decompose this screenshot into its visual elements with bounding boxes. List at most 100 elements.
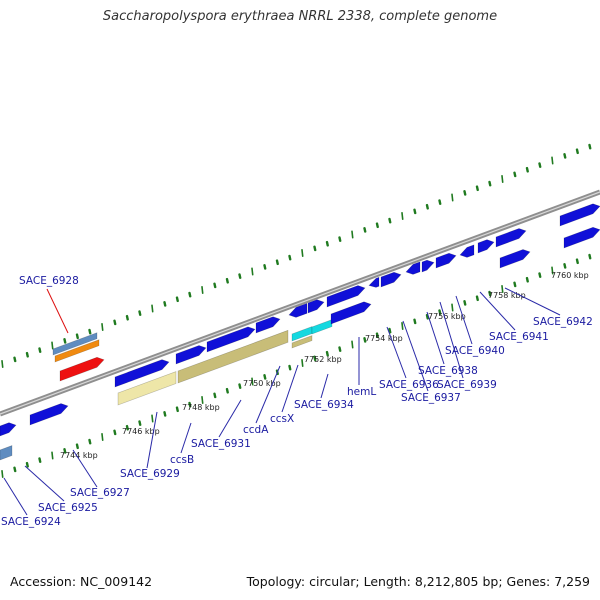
gene-leader-line bbox=[255, 365, 281, 424]
lower-ring-minor-tick bbox=[125, 424, 129, 431]
upper-ring-minor-tick bbox=[175, 296, 179, 303]
cds-feature bbox=[499, 249, 531, 269]
gene-label[interactable]: SACE_6939 bbox=[437, 379, 497, 391]
backbone-highlight bbox=[0, 191, 600, 415]
pseudo-feature bbox=[117, 371, 177, 406]
lower-ring-minor-tick bbox=[63, 448, 67, 454]
gene-label[interactable]: SACE_6938 bbox=[418, 365, 478, 377]
gene-leader-line bbox=[281, 364, 299, 413]
reverse-strand-features bbox=[0, 226, 600, 461]
lower-ring-major-tick bbox=[101, 432, 104, 442]
lower-ring-major-tick bbox=[451, 303, 454, 312]
gene-label[interactable]: ccsX bbox=[270, 413, 294, 425]
forward-strand-features bbox=[52, 203, 600, 388]
upper-ring-major-tick bbox=[351, 230, 354, 239]
upper-ring-minor-tick bbox=[513, 171, 517, 178]
cds-feature bbox=[495, 228, 527, 248]
scale-tick-label: 7758 kbp bbox=[488, 291, 526, 300]
upper-ring-minor-tick bbox=[338, 236, 342, 242]
lower-ring-minor-tick bbox=[363, 337, 367, 343]
genome-summary-text: Topology: circular; Length: 8,212,805 bp… bbox=[246, 574, 590, 589]
upper-ring-minor-tick bbox=[563, 153, 567, 159]
gene-label[interactable]: SACE_6929 bbox=[120, 468, 180, 480]
upper-ring-minor-tick bbox=[288, 254, 292, 261]
upper-ring-minor-tick bbox=[475, 185, 479, 192]
pseudo-feature bbox=[291, 335, 313, 349]
lower-ring-minor-tick bbox=[138, 420, 142, 426]
gene-label[interactable]: SACE_6936 bbox=[379, 379, 439, 391]
upper-ring-major-tick bbox=[501, 175, 504, 183]
genome-backbone bbox=[0, 189, 600, 417]
trna-feature bbox=[54, 339, 100, 363]
lower-ring-minor-tick bbox=[325, 350, 329, 357]
upper-ring-minor-tick bbox=[113, 319, 117, 326]
gene-label[interactable]: SACE_6931 bbox=[191, 438, 251, 450]
cds-feature bbox=[288, 302, 308, 318]
lower-ring-minor-tick bbox=[113, 429, 117, 436]
upper-ring-minor-tick bbox=[375, 222, 379, 229]
gene-leader-line bbox=[426, 311, 445, 365]
scale-tick-label: 7744 kbp bbox=[60, 451, 98, 460]
lower-ring-major-tick bbox=[351, 340, 354, 349]
lower-ring-major-tick bbox=[251, 377, 254, 386]
lower-ring-major-tick bbox=[1, 469, 4, 479]
lower-ring-minor-tick bbox=[388, 327, 392, 334]
upper-ring-major-tick bbox=[301, 249, 304, 258]
cds-feature bbox=[563, 226, 600, 249]
gene-label[interactable]: SACE_6940 bbox=[445, 345, 505, 357]
upper-ring-minor-tick bbox=[525, 166, 529, 173]
lower-ring-major-tick bbox=[401, 321, 404, 331]
upper-tick-ring bbox=[1, 143, 592, 369]
upper-ring-minor-tick bbox=[413, 208, 417, 215]
gene-label[interactable]: ccdA bbox=[243, 424, 269, 436]
gene-label[interactable]: SACE_6937 bbox=[401, 392, 461, 404]
signal-feature bbox=[291, 326, 313, 342]
upper-ring-minor-tick bbox=[13, 356, 17, 363]
upper-ring-minor-tick bbox=[538, 162, 542, 168]
gene-leader-line bbox=[455, 295, 473, 345]
lower-tick-ring bbox=[1, 253, 592, 479]
upper-ring-major-tick bbox=[151, 304, 154, 313]
gene-label[interactable]: ccsB bbox=[170, 454, 194, 466]
cds-feature bbox=[368, 276, 380, 288]
upper-ring-minor-tick bbox=[63, 338, 67, 344]
gene-leader-line bbox=[386, 326, 407, 379]
gene-label[interactable]: SACE_6925 bbox=[38, 502, 98, 514]
scale-tick-label: 7748 kbp bbox=[182, 403, 220, 412]
upper-ring-minor-tick bbox=[488, 180, 492, 187]
gene-label[interactable]: hemL bbox=[347, 386, 376, 398]
pseudo-feature bbox=[177, 329, 289, 384]
upper-ring-minor-tick bbox=[138, 310, 142, 316]
lower-ring-minor-tick bbox=[338, 346, 342, 352]
gene-label[interactable]: SACE_6928 bbox=[19, 275, 79, 287]
upper-ring-minor-tick bbox=[38, 347, 42, 353]
scale-tick-labels: 7744 kbp 7746 kbp 7748 kbp 7750 kbp 7752 kbp… bbox=[60, 271, 589, 460]
gene-label[interactable]: SACE_6934 bbox=[294, 399, 354, 411]
upper-ring-major-tick bbox=[451, 193, 454, 202]
lower-ring-minor-tick bbox=[588, 253, 592, 260]
gene-label[interactable]: SACE_6942 bbox=[533, 316, 593, 328]
gene-label[interactable]: SACE_6927 bbox=[70, 487, 130, 499]
upper-ring-major-tick bbox=[1, 359, 4, 369]
upper-ring-minor-tick bbox=[425, 203, 429, 210]
map-title: Saccharopolyspora erythraea NRRL 2338, c… bbox=[102, 9, 498, 24]
lower-ring-minor-tick bbox=[563, 263, 567, 269]
cds-feature bbox=[477, 239, 495, 254]
lower-ring-major-tick bbox=[301, 358, 304, 368]
scale-tick-label: 7754 kbp bbox=[365, 334, 403, 343]
cds-feature bbox=[206, 326, 256, 353]
cds-feature bbox=[0, 422, 17, 437]
upper-ring-major-tick bbox=[551, 156, 554, 165]
upper-ring-minor-tick bbox=[163, 301, 167, 307]
lower-ring-minor-tick bbox=[425, 313, 429, 320]
gene-label[interactable]: SACE_6924 bbox=[1, 516, 61, 528]
upper-ring-minor-tick bbox=[275, 259, 279, 266]
gene-label[interactable]: SACE_6941 bbox=[489, 331, 549, 343]
lower-ring-minor-tick bbox=[225, 387, 229, 394]
lower-ring-minor-tick bbox=[13, 466, 17, 473]
lower-ring-minor-tick bbox=[288, 364, 292, 371]
signal-feature bbox=[311, 319, 333, 335]
lower-ring-major-tick bbox=[151, 414, 154, 423]
lower-ring-minor-tick bbox=[263, 374, 267, 380]
lower-ring-minor-tick bbox=[25, 461, 29, 468]
